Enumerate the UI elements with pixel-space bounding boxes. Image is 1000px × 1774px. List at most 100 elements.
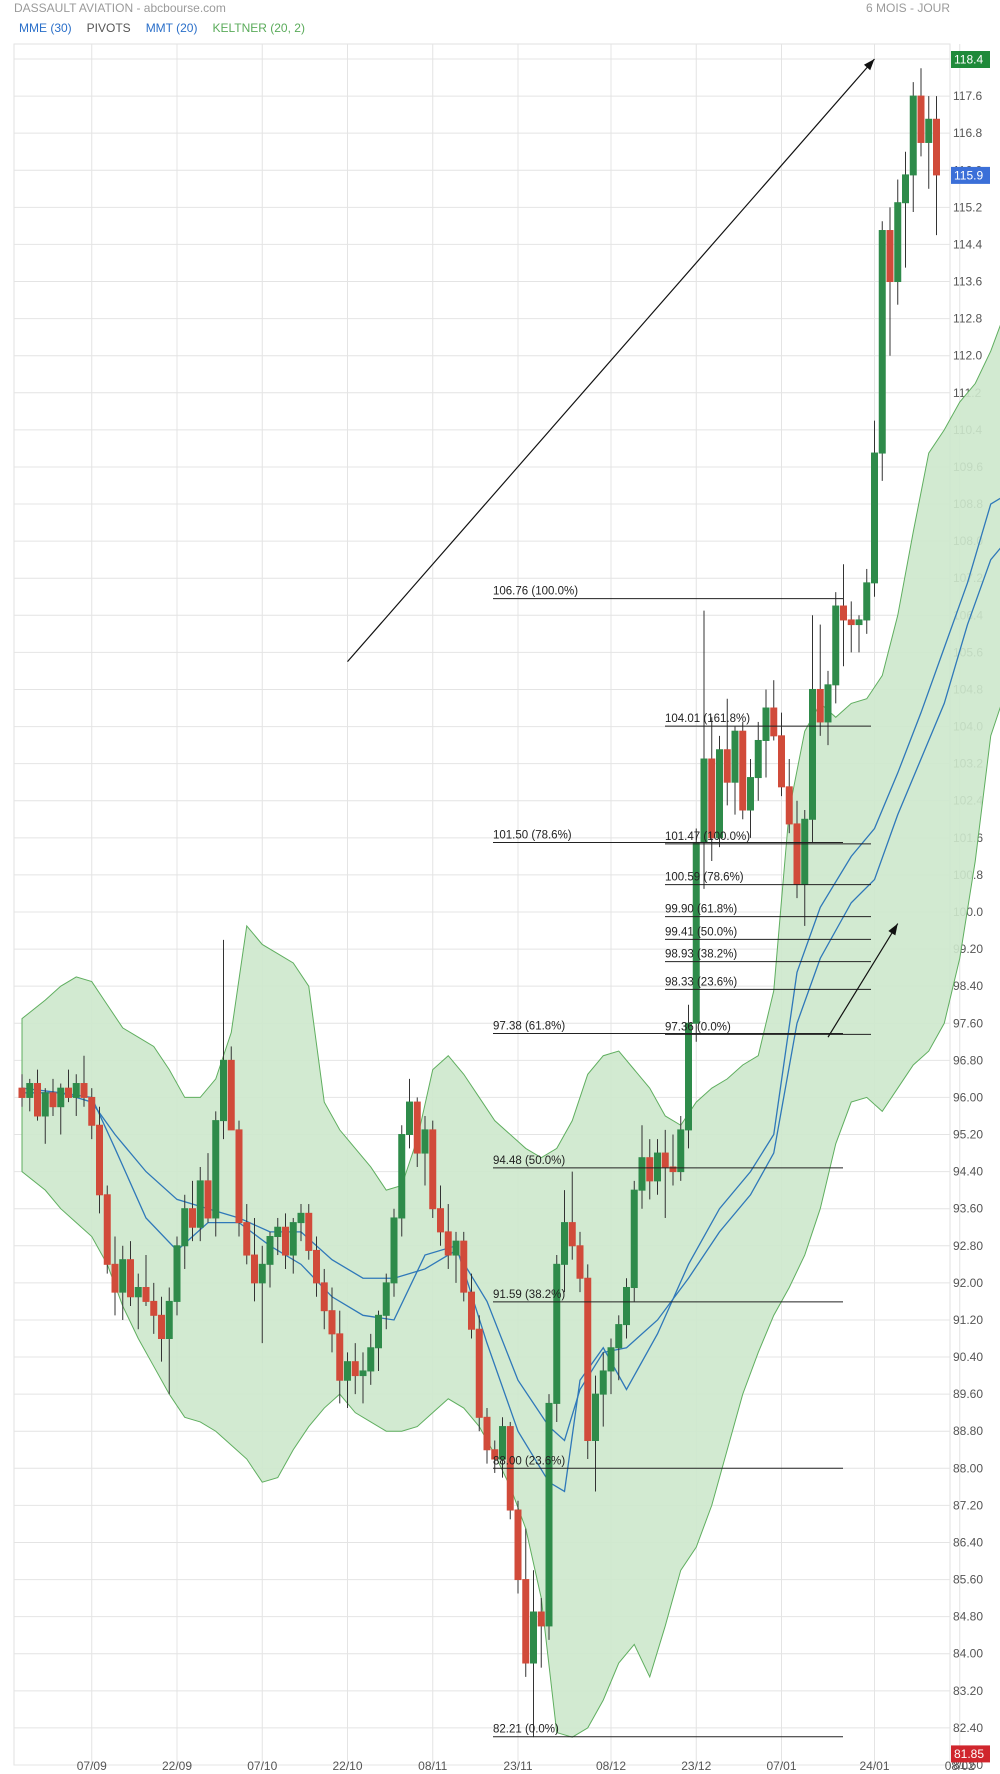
legend-mmt[interactable]: MMT (20) [145,21,198,35]
candle-body [499,1426,506,1460]
candle-body [785,786,793,825]
low-price-badge [951,1745,990,1763]
x-tick-label: 07/01 [766,1759,796,1773]
candle-body [832,605,840,686]
candle-body [545,1402,553,1627]
candle-body [297,1212,305,1224]
candle-body [460,1240,468,1293]
y-tick-label: 92.00 [953,1276,983,1290]
candle-body [181,1208,189,1247]
candle-body [18,1087,26,1098]
candle-body [220,1059,227,1122]
y-tick-label: 82.40 [953,1721,983,1735]
candle-body [468,1291,475,1330]
x-tick-label: 23/11 [503,1759,532,1773]
x-tick-label: 07/10 [247,1759,277,1773]
y-tick-label: 86.40 [953,1535,983,1549]
legend-mme[interactable]: MME (30) [19,21,72,35]
fib-level-label: 99.41 (50.0%) [665,926,737,938]
candle-body [886,230,894,283]
y-tick-label: 88.80 [953,1424,983,1438]
candle-body [49,1092,57,1108]
candle-body [483,1416,491,1451]
fib-level-label: 98.33 (23.6%) [665,976,737,988]
candle-body [336,1333,344,1381]
y-tick-label: 115.2 [953,200,982,214]
candle-body [623,1287,630,1326]
candle-body [196,1180,204,1228]
arrow-head [863,59,875,71]
candle-body [452,1240,460,1256]
candle-body [158,1314,165,1340]
y-tick-label: 84.00 [953,1647,983,1661]
candle-body [599,1370,607,1395]
candle-body [809,688,816,820]
candle-body [111,1263,119,1293]
fib-level-label: 88.00 (23.6%) [493,1455,565,1467]
high-price-badge [951,51,990,68]
candle-body [770,707,778,737]
trend-arrow-line[interactable] [347,58,875,663]
candle-body [243,1222,251,1256]
candle-body [677,1129,685,1173]
candle-body [26,1083,34,1098]
high-price-badge-label: 118.4 [954,53,983,67]
fib-level-label: 106.76 (100.0%) [493,586,578,598]
candle-body [568,1222,576,1247]
fib-level-label: 94.48 (50.0%) [493,1155,565,1167]
y-tick-label: 96.00 [953,1090,983,1104]
fib-level-label: 101.50 (78.6%) [493,829,572,841]
fib-level-label: 98.93 (38.2%) [665,949,737,961]
candle-body [878,230,886,454]
candle-body [444,1231,452,1256]
low-price-badge-label: 81.85 [954,1747,984,1761]
candle-body [258,1263,266,1284]
arrow-head [888,923,898,936]
candle-body [351,1361,359,1377]
candle-body [576,1245,584,1279]
candle-body [320,1282,328,1312]
candle-body [251,1254,258,1284]
x-tick-label: 22/10 [332,1759,362,1773]
candle-body [491,1449,499,1460]
x-tick-label: 08/11 [418,1759,447,1773]
candle-body [661,1152,669,1168]
period-selector[interactable]: 6 MOIS - JOUR [865,1,950,15]
candle-body [514,1509,522,1581]
candle-body [607,1347,615,1372]
fib-level-label: 104.01 (161.8%) [665,713,750,725]
candle-body [537,1611,545,1627]
candle-body [731,730,739,783]
y-tick-label: 92.80 [953,1239,983,1253]
candle-body [762,707,770,741]
candle-body [429,1129,437,1210]
candle-body [847,619,855,626]
candle-body [754,739,762,779]
x-tick-label: 24/01 [859,1759,889,1773]
x-tick-label: 07/09 [77,1759,107,1773]
candle-body [57,1087,65,1108]
candle-body [437,1208,444,1233]
candle-body [212,1120,220,1219]
y-tick-label: 112.0 [953,349,982,363]
candle-body [390,1217,398,1284]
candle-body [630,1189,638,1289]
candle-body [530,1611,537,1664]
legend-pivots[interactable]: PIVOTS [86,21,131,35]
fib-level-label: 97.38 (61.8%) [493,1020,565,1032]
legend-keltner[interactable]: KELTNER (20, 2) [212,21,305,35]
y-tick-label: 90.40 [953,1350,983,1364]
y-tick-label: 112.8 [953,312,982,326]
y-tick-label: 93.60 [953,1202,983,1216]
candle-body [65,1087,72,1098]
candle-body [204,1180,212,1219]
y-tick-label: 95.20 [953,1128,983,1142]
y-tick-label: 97.60 [953,1016,983,1030]
candle-body [824,684,832,723]
trend-arrow-line[interactable] [827,923,899,1038]
candle-body [646,1157,654,1182]
candle-body [894,202,902,283]
candle-body [88,1096,96,1126]
current-price-badge [951,166,990,184]
